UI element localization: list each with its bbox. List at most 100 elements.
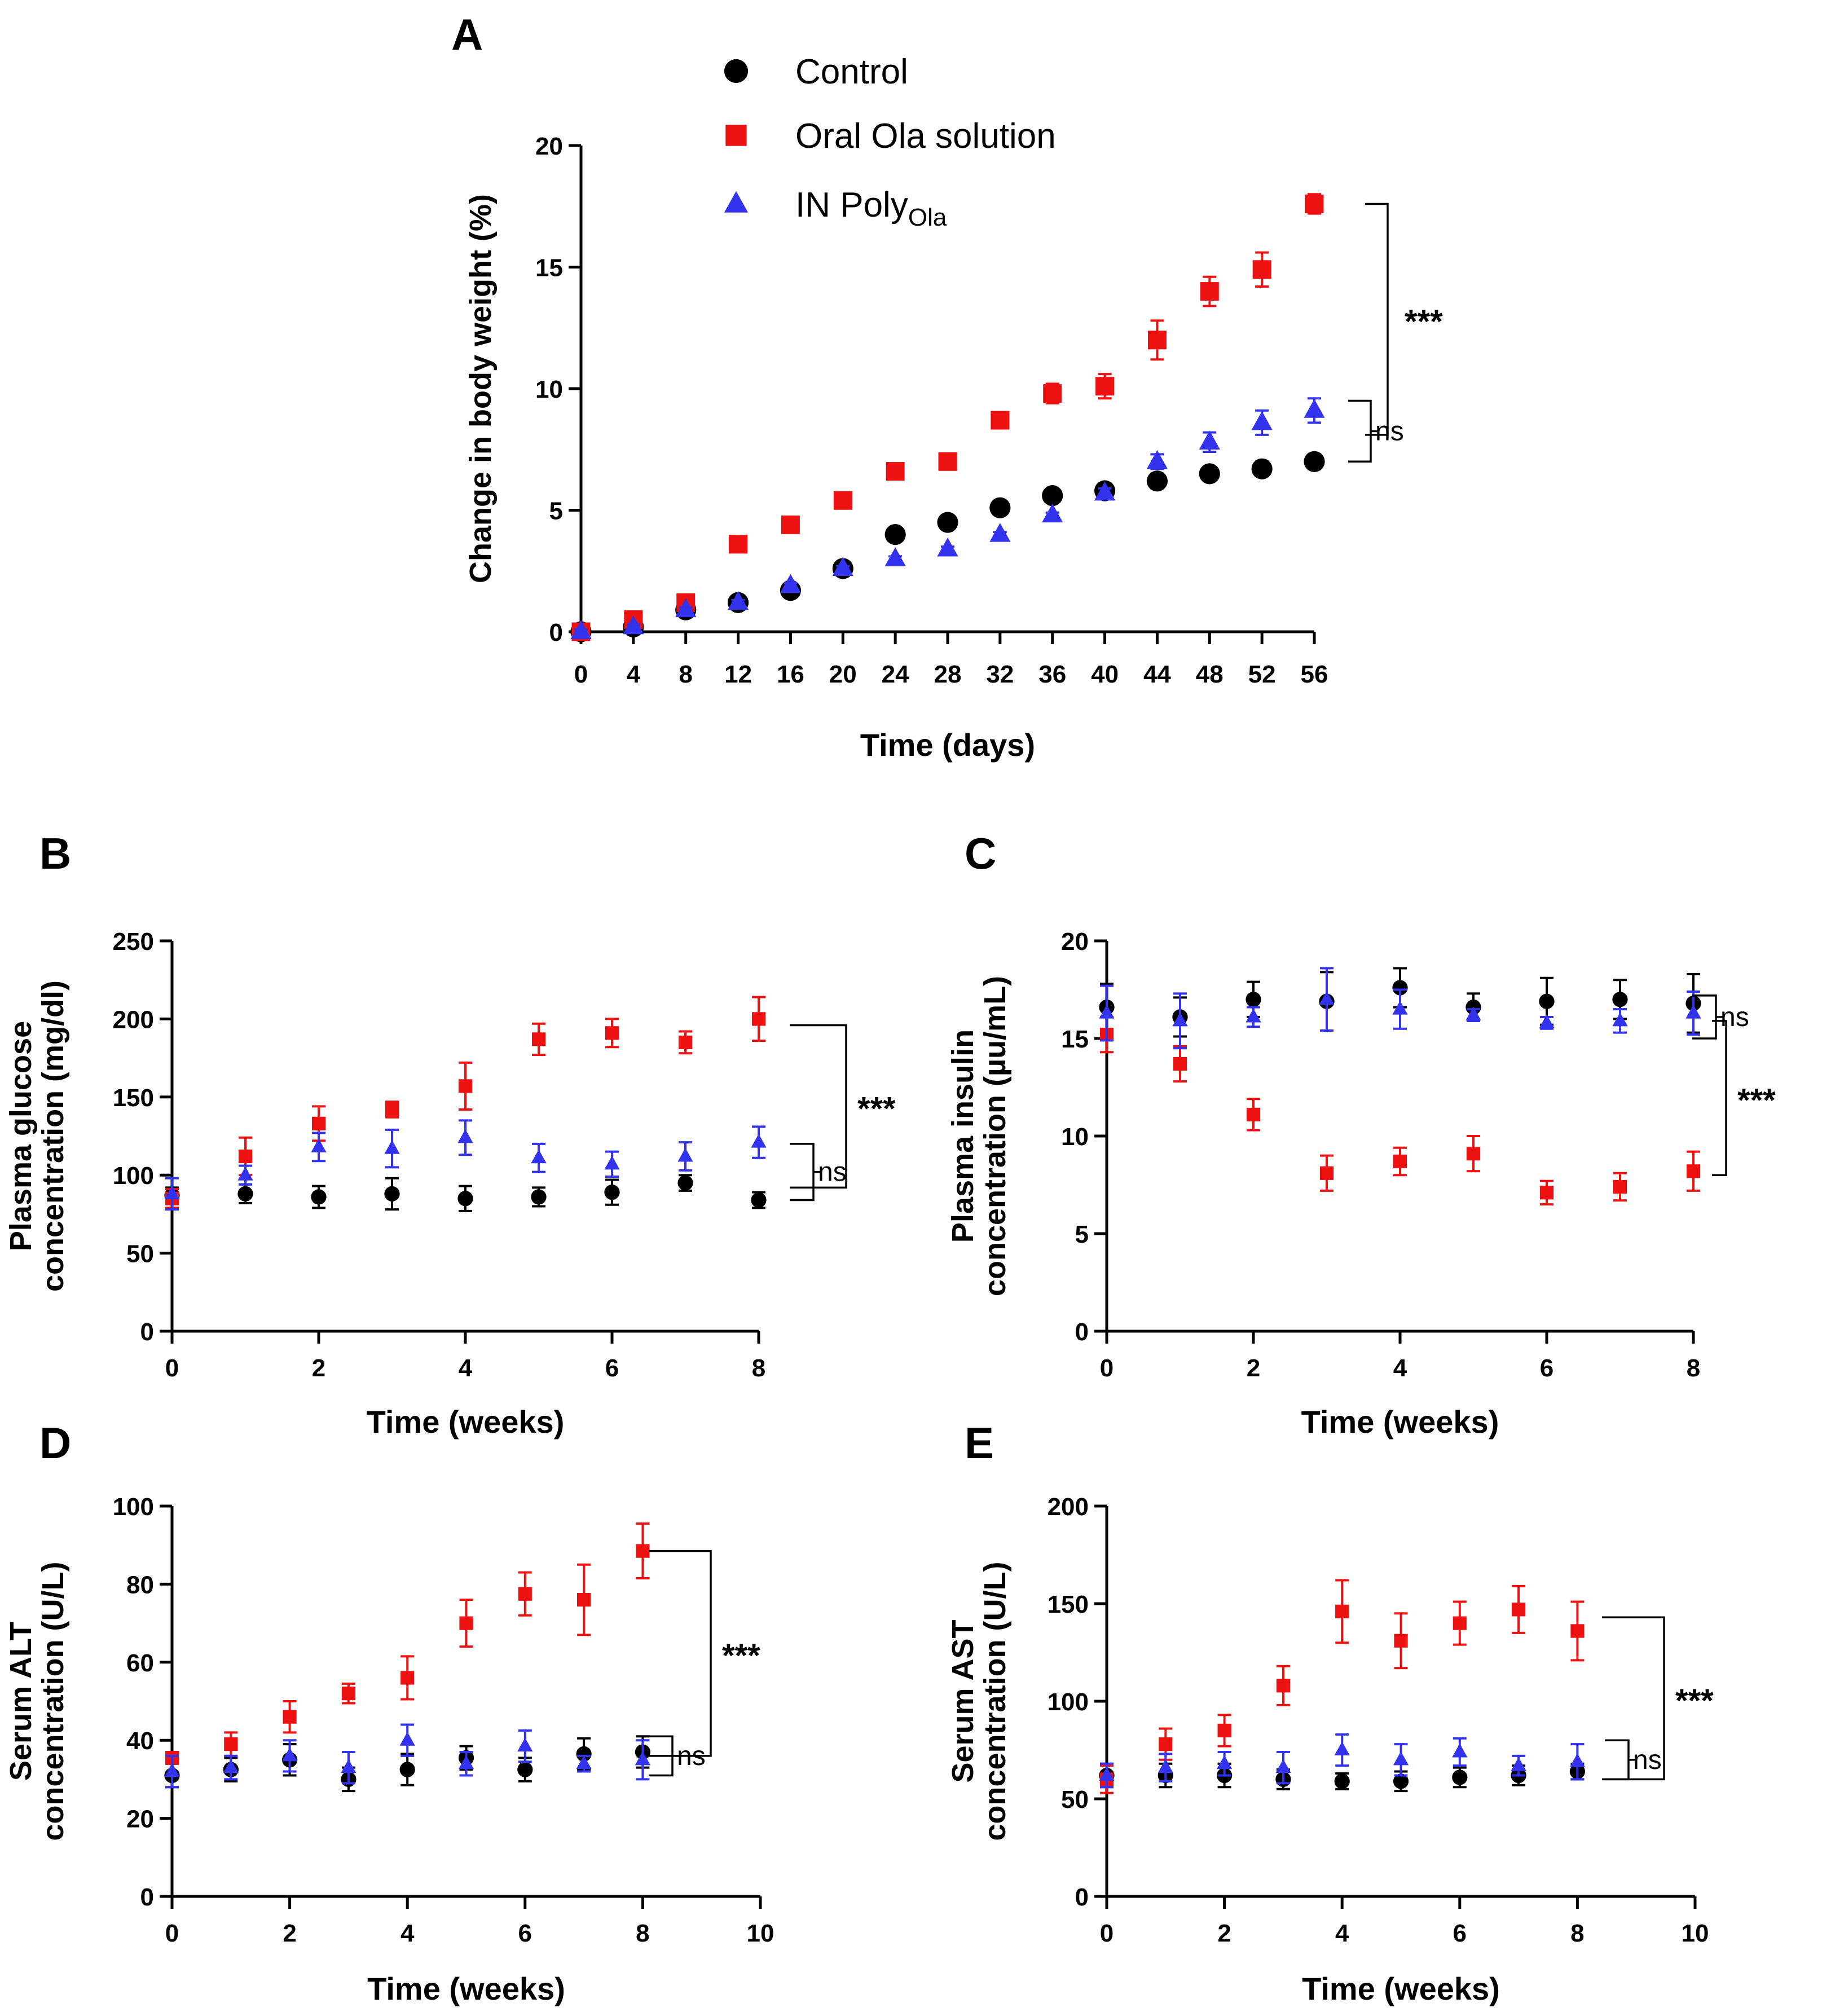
series-in-polyola (1099, 967, 1701, 1050)
x-tick-label: 4 (1393, 1354, 1407, 1382)
ns-label: ns (677, 1741, 706, 1771)
series-in-polyola (1099, 1733, 1586, 1789)
data-point (781, 515, 800, 534)
series-oral-ola-solution (1099, 1015, 1701, 1206)
data-point (751, 1012, 766, 1026)
data-point (457, 1129, 473, 1143)
data-point (570, 620, 592, 640)
data-point (401, 1671, 415, 1685)
data-point (604, 1155, 620, 1170)
x-tick-label: 0 (574, 661, 588, 688)
bracket-line (649, 1550, 712, 1757)
x-tick-label: 8 (636, 1920, 649, 1947)
x-tick-label: 10 (747, 1920, 774, 1947)
data-point (751, 1192, 767, 1208)
panel-label: D (39, 1418, 71, 1468)
y-tick-label: 20 (126, 1806, 154, 1833)
x-tick-label: 48 (1196, 661, 1224, 688)
y-tick-label: 0 (1075, 1883, 1089, 1911)
data-point (1276, 1679, 1290, 1693)
x-tick-label: 36 (1038, 661, 1066, 688)
y-tick-label: 50 (126, 1240, 154, 1268)
data-point (1043, 384, 1062, 403)
data-point (1465, 1006, 1481, 1021)
series-control (1099, 1762, 1586, 1793)
data-point (1042, 503, 1063, 523)
data-point (937, 538, 958, 557)
data-point (884, 524, 906, 545)
data-point (832, 557, 853, 576)
y-tick-label: 20 (535, 133, 563, 160)
x-tick-label: 28 (934, 661, 962, 688)
data-point (459, 1616, 473, 1630)
y-tick-label: 100 (113, 1493, 154, 1521)
data-point (1246, 1107, 1261, 1122)
y-axis-label-line: Plasma insulin (946, 1029, 980, 1243)
y-axis-label-line: concentration (U/L) (978, 1562, 1012, 1841)
legend-label-control: Control (795, 52, 908, 91)
data-point (385, 1102, 399, 1117)
x-tick-label: 2 (312, 1354, 325, 1382)
x-tick-label: 6 (1453, 1920, 1467, 1947)
ns-label: ns (1633, 1745, 1662, 1775)
significance-bracket-stars: *** (649, 1550, 760, 1757)
data-point (283, 1710, 297, 1724)
x-tick-label: 6 (605, 1354, 619, 1382)
data-point (518, 1587, 532, 1601)
significance-bracket-ns: ns (649, 1735, 706, 1777)
legend-marker-control (724, 59, 749, 83)
data-point (341, 1759, 357, 1773)
panel-c-plasma-insulin: C 0 5 10 15 20 0 2 4 6 8 Time (weeks) Plasma insulin… (946, 829, 1776, 1440)
significance-bracket-stars: *** (790, 1024, 896, 1189)
data-point (604, 1185, 620, 1200)
ns-label: ns (1720, 1002, 1749, 1032)
data-point (1319, 1166, 1334, 1180)
stars-label: *** (1405, 303, 1443, 340)
ns-label: ns (818, 1157, 847, 1187)
y-tick-label: 250 (113, 928, 154, 956)
y-axis-label-line: Serum AST (946, 1619, 980, 1782)
significance-bracket-ns: ns (790, 1143, 847, 1201)
data-point (311, 1116, 326, 1130)
data-point (237, 1186, 253, 1202)
panel-label: A (451, 10, 483, 59)
y-tick-label: 10 (535, 376, 563, 403)
stars-label: *** (1737, 1082, 1776, 1119)
x-tick-label: 0 (165, 1354, 179, 1382)
data-point (1569, 1753, 1586, 1767)
data-point (224, 1737, 238, 1751)
legend: Control Oral Ola solution IN PolyOla (724, 52, 1056, 231)
panel-e-serum-ast: E 0 50 100 150 200 0 2 4 6 8 10 Time (weeks) Serum AS… (946, 1418, 1714, 2006)
bracket-line (1605, 1739, 1630, 1781)
data-point (989, 523, 1011, 542)
stars-label: *** (857, 1090, 896, 1127)
ns-label: ns (1375, 416, 1404, 446)
data-point (1613, 1179, 1627, 1194)
y-tick-label: 100 (113, 1162, 154, 1190)
x-tick-label: 20 (829, 661, 857, 688)
data-point (1199, 463, 1220, 485)
data-point (1158, 1759, 1173, 1773)
x-tick-label: 4 (459, 1354, 473, 1382)
data-point (1394, 1634, 1408, 1648)
data-point (399, 1762, 415, 1777)
data-point (605, 1026, 619, 1040)
series-in-polyola (570, 397, 1325, 640)
data-point (1392, 980, 1408, 996)
data-point (238, 1149, 253, 1164)
data-point (1686, 1164, 1701, 1178)
y-tick-label: 50 (1061, 1786, 1089, 1813)
x-tick-label: 2 (1247, 1354, 1260, 1382)
legend-label-oral-ola-solution: Oral Ola solution (795, 117, 1056, 156)
y-tick-label: 0 (1075, 1318, 1089, 1346)
data-point (1094, 481, 1116, 501)
significance-bracket-ns: ns (1605, 1739, 1662, 1781)
data-point (1393, 1154, 1407, 1169)
data-point (341, 1687, 355, 1701)
y-tick-label: 60 (126, 1649, 154, 1677)
data-point (727, 591, 749, 610)
bracket-line (790, 1143, 815, 1201)
data-point (1334, 1773, 1350, 1789)
x-tick-label: 0 (1100, 1920, 1114, 1947)
